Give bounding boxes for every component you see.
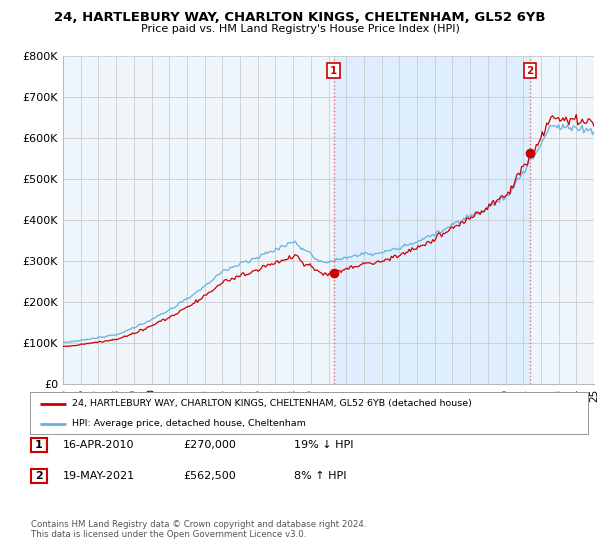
Text: 19% ↓ HPI: 19% ↓ HPI <box>294 440 353 450</box>
Text: £270,000: £270,000 <box>183 440 236 450</box>
Text: 16-APR-2010: 16-APR-2010 <box>63 440 134 450</box>
Text: 2: 2 <box>526 66 533 76</box>
Text: 24, HARTLEBURY WAY, CHARLTON KINGS, CHELTENHAM, GL52 6YB: 24, HARTLEBURY WAY, CHARLTON KINGS, CHEL… <box>54 11 546 24</box>
Text: 1: 1 <box>330 66 337 76</box>
Text: 1: 1 <box>35 440 43 450</box>
Text: Price paid vs. HM Land Registry's House Price Index (HPI): Price paid vs. HM Land Registry's House … <box>140 24 460 34</box>
Text: £562,500: £562,500 <box>183 471 236 481</box>
Text: 19-MAY-2021: 19-MAY-2021 <box>63 471 135 481</box>
Text: HPI: Average price, detached house, Cheltenham: HPI: Average price, detached house, Chel… <box>72 419 306 428</box>
Text: 2: 2 <box>35 471 43 481</box>
Bar <box>334 56 530 384</box>
Text: 8% ↑ HPI: 8% ↑ HPI <box>294 471 347 481</box>
Text: 24, HARTLEBURY WAY, CHARLTON KINGS, CHELTENHAM, GL52 6YB (detached house): 24, HARTLEBURY WAY, CHARLTON KINGS, CHEL… <box>72 399 472 408</box>
Text: Contains HM Land Registry data © Crown copyright and database right 2024.
This d: Contains HM Land Registry data © Crown c… <box>31 520 367 539</box>
